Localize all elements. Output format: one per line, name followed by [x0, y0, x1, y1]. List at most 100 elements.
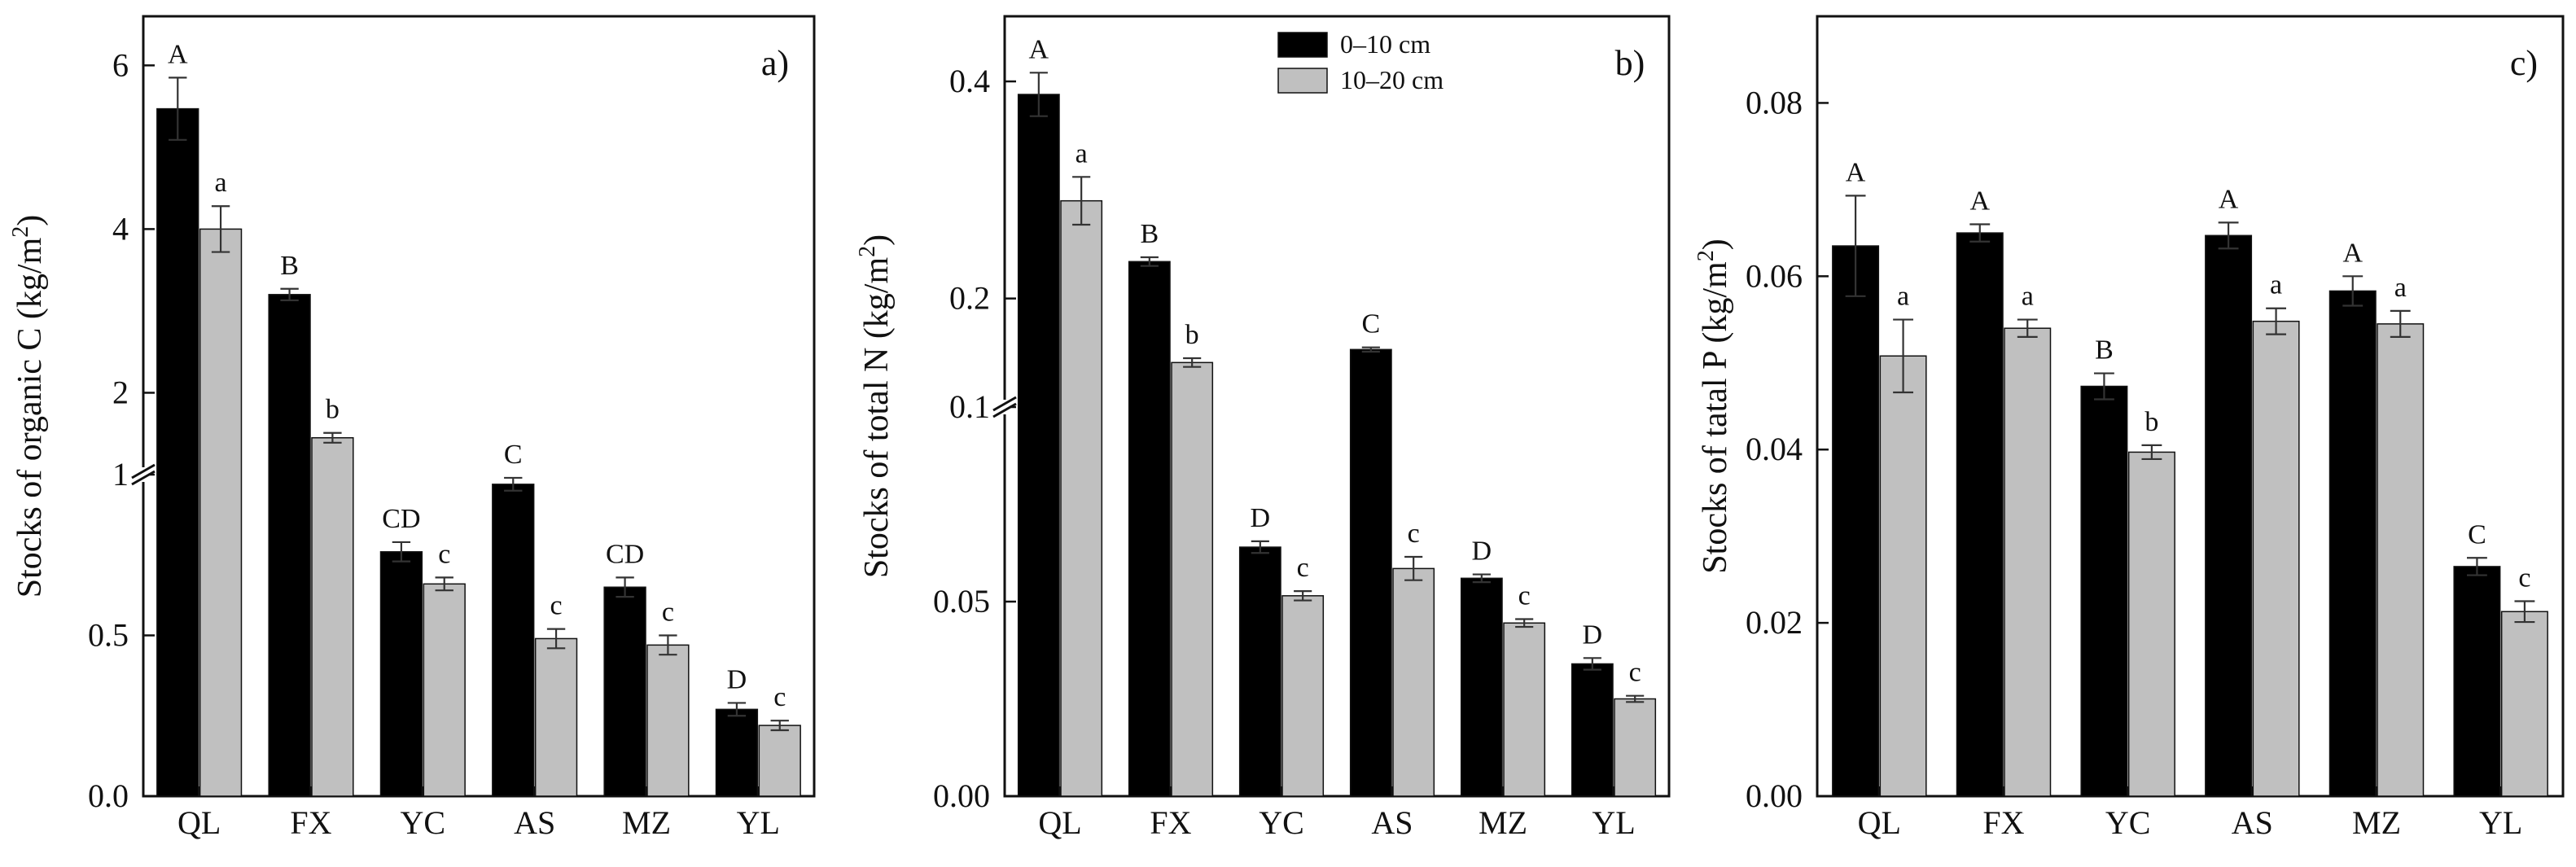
error-bar [1294, 589, 1312, 602]
y-tick-label: 0.02 [1746, 604, 1803, 641]
legend-swatch [1277, 32, 1328, 58]
significance-letter: B [1140, 219, 1159, 249]
bar-YL-depth-0-10 [2453, 566, 2501, 797]
error-bar [323, 431, 342, 444]
error-bar [2467, 557, 2487, 576]
x-tick-label: AS [514, 804, 555, 841]
bar-YC-depth-0-10 [2080, 385, 2128, 797]
x-tick-label: MZ [1479, 804, 1527, 841]
x-tick-label: AS [2232, 804, 2273, 841]
error-bar [1361, 346, 1380, 353]
significance-letter: b [2144, 407, 2158, 437]
x-tick-label: FX [290, 804, 331, 841]
y-axis-title-end: ) [11, 215, 49, 226]
x-tick-label: MZ [622, 804, 671, 841]
error-bar [435, 576, 453, 592]
x-tick-label: YC [401, 804, 446, 841]
y-axis-title-superscript: 2 [855, 246, 880, 257]
bar-AS-depth-10-20 [534, 637, 578, 797]
bar-QL-depth-0-10 [1017, 94, 1060, 797]
chart-panel-3: A A B A A Ca a b a a c QL FX YC AS MZ YL 0.00 0.02 0.04 0.06… [1693, 15, 2565, 841]
legend-swatch [1277, 68, 1328, 94]
significance-letter: CD [606, 539, 644, 569]
significance-letter: c [438, 539, 450, 569]
x-tick-label: YL [737, 804, 780, 841]
chart-panel-2: A B D C D Da b c c c c QL FX YC AS MZ YL 0.00 0.05 0.1 0.2 0.… [855, 15, 1671, 841]
bar-QL-depth-10-20 [199, 228, 243, 797]
error-bar [1583, 657, 1601, 671]
bar-AS-depth-0-10 [492, 484, 535, 797]
y-tick-label: 0.06 [1746, 257, 1803, 294]
x-tick-label: FX [1150, 804, 1191, 841]
error-bar [2266, 307, 2286, 335]
significance-letter: c [550, 591, 563, 621]
significance-letter: B [280, 251, 299, 281]
significance-letter: A [1969, 186, 1990, 216]
bar-YL-depth-10-20 [2500, 611, 2548, 797]
y-tick-label: 0.1 [949, 388, 990, 425]
significance-letter: B [2095, 335, 2114, 366]
x-tick-label: QL [177, 804, 221, 841]
y-axis-title-superscript: 2 [8, 226, 33, 238]
significance-letter: CD [382, 504, 420, 534]
bar-FX-depth-0-10 [268, 294, 311, 797]
significance-letter: D [727, 664, 747, 694]
bar-AS-depth-10-20 [1392, 567, 1435, 797]
significance-letter: D [1583, 620, 1603, 650]
legend-label: 10–20 cm [1340, 65, 1444, 94]
x-tick-label: YC [2105, 804, 2151, 841]
y-tick-label: 2 [112, 374, 129, 410]
significance-letter: b [1185, 320, 1199, 350]
bar-YL-depth-10-20 [758, 725, 801, 797]
error-bar [392, 541, 411, 563]
x-tick-label: QL [1858, 804, 1901, 841]
y-axis-title: Stocks of organic C (kg/m2) [8, 215, 49, 598]
error-bar [1072, 176, 1091, 226]
bar-AS-depth-0-10 [2205, 234, 2253, 797]
y-tick-label: 0.08 [1746, 84, 1803, 120]
error-bar [616, 576, 634, 598]
error-bar [2141, 444, 2162, 461]
significance-letter: C [1361, 309, 1380, 339]
x-tick-label: MZ [2352, 804, 2401, 841]
significance-letter: a [1076, 138, 1088, 169]
error-bar [169, 77, 187, 141]
bar-AS-depth-0-10 [1349, 348, 1392, 797]
error-bar [2017, 318, 2038, 338]
significance-letter: a [215, 168, 227, 198]
plot-frame [1003, 15, 1671, 798]
y-tick-label: 0.2 [949, 280, 990, 317]
y-axis-title-superscript: 2 [1693, 250, 1719, 261]
error-bar [211, 205, 230, 253]
error-bar [1515, 618, 1534, 628]
error-bar [659, 634, 677, 656]
x-tick-label: FX [1982, 804, 2024, 841]
bar-QL-depth-0-10 [1832, 245, 1880, 797]
significance-letter: a [2394, 273, 2407, 303]
y-axis-title-end: ) [1697, 239, 1734, 250]
bar-MZ-depth-0-10 [1460, 577, 1503, 797]
y-tick-label: 0.04 [1746, 431, 1803, 467]
significance-letter: A [168, 39, 188, 69]
bar-FX-depth-10-20 [2004, 327, 2052, 797]
y-axis-title-end: ) [858, 234, 896, 246]
axis-break-slash [131, 470, 156, 486]
y-tick-label: 0.00 [933, 777, 990, 814]
significance-letter: a [2022, 282, 2034, 312]
chart-panel-1: A B CD C CD Da b c c c c QL FX YC AS MZ YL 0.0 0.5 1 2 4 6 a) St… [8, 15, 816, 841]
bar-MZ-depth-0-10 [2328, 290, 2377, 797]
error-bar [1140, 256, 1159, 267]
x-tick-label: AS [1371, 804, 1413, 841]
plot-frame [142, 15, 816, 798]
y-tick-label: 0.5 [88, 617, 129, 654]
axis-break-slash [131, 463, 156, 479]
bar-YC-depth-0-10 [379, 551, 423, 797]
bar-YC-depth-0-10 [1238, 546, 1281, 797]
significance-letter: D [1472, 536, 1492, 567]
significance-letter: D [1251, 503, 1271, 533]
x-tick-label: YC [1259, 804, 1304, 841]
bar-YL-depth-0-10 [1571, 663, 1614, 797]
error-bar [727, 702, 747, 717]
significance-letter: c [1518, 581, 1531, 611]
panel-label: a) [761, 43, 789, 83]
